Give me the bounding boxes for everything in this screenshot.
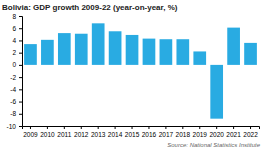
bar [210,65,223,119]
x-tick-label: 2014 [108,131,123,138]
x-tick-label: 2019 [193,131,208,138]
y-axis: -10 -8 -6 -4 -2 0 2 4 6 8 [7,13,23,130]
y-tick-label: -10 [7,123,17,130]
plot: -10 -8 -6 -4 -2 0 2 4 6 8 200920102011201220132014… [7,13,260,138]
y-tick: -4 [10,86,22,93]
y-tick-mark [19,89,22,90]
x-tick-label: 2012 [74,131,89,138]
y-tick: 2 [12,49,22,56]
x-tick: 2015 [125,126,140,138]
x-tick-mark [199,126,200,129]
chart: -10 -8 -6 -4 -2 0 2 4 6 8 200920102011201220132014… [0,0,263,150]
bar [92,23,105,65]
y-tick-mark [19,102,22,103]
bar [143,39,156,65]
bar [227,28,240,65]
annotation: Source: National Statistics Institute [167,142,260,148]
y-tick-label: -2 [10,74,16,81]
x-tick: 2014 [108,126,123,138]
x-tick-mark [81,126,82,129]
x-tick-label: 2016 [142,131,157,138]
x-tick-label: 2017 [159,131,174,138]
x-tick: 2011 [57,126,71,138]
y-tick-mark [19,28,22,29]
x-tick-mark [30,126,31,129]
x-tick: 2019 [193,126,208,138]
y-tick: 0 [12,61,22,68]
y-tick-mark [19,53,22,54]
x-tick-mark [182,126,183,129]
x-tick-label: 2018 [176,131,191,138]
bar [193,51,206,64]
y-tick: 8 [12,13,22,20]
x-tick: 2022 [243,126,258,138]
bar [58,33,71,65]
y-tick: 6 [12,25,22,32]
y-tick-label: 6 [12,25,16,32]
bar [75,34,88,65]
y-tick-label: -6 [10,98,16,105]
bar [126,35,139,65]
title: Bolivia: GDP growth 2009-22 (year-on-yea… [2,3,178,12]
x-tick-mark [148,126,149,129]
y-tick-mark [19,77,22,78]
x-tick: 2016 [142,126,157,138]
y-tick-label: -4 [10,86,16,93]
y-tick-mark [19,40,22,41]
y-tick-label: 8 [12,13,16,20]
y-tick: -8 [10,110,22,117]
x-tick-mark [250,126,251,129]
x-tick-label: 2020 [209,131,224,138]
x-tick-label: 2011 [57,131,71,138]
y-tick: -6 [10,98,22,105]
y-tick-mark [19,114,22,115]
y-tick-label: 2 [12,49,16,56]
y-tick-label: 4 [12,37,16,44]
x-axis-line [23,127,260,130]
y-tick: 4 [12,37,22,44]
x-tick-mark [233,126,234,129]
x-tick-mark [132,126,133,129]
x-tick-mark [64,126,65,129]
x-tick-mark [47,126,48,129]
y-tick-label: 0 [12,61,16,68]
x-tick: 2010 [40,126,55,138]
x-tick-mark [216,126,217,129]
x-tick-label: 2022 [243,131,258,138]
x-tick-label: 2010 [40,131,55,138]
x-tick-mark [98,126,99,129]
y-axis-line [19,17,23,127]
x-tick-label: 2013 [91,131,106,138]
bar [176,39,189,65]
x-tick: 2021 [226,126,241,138]
x-tick: 2012 [74,126,89,138]
y-tick-label: -8 [10,110,16,117]
y-tick: -2 [10,74,22,81]
x-tick-mark [165,126,166,129]
x-tick-label: 2021 [226,131,241,138]
bar [24,44,37,65]
bars [24,23,257,118]
y-tick: -10 [7,123,22,130]
x-tick: 2017 [159,126,174,138]
bar [160,39,173,65]
x-axis: 2009201020112012201320142015201620172018… [23,126,260,138]
x-tick: 2020 [209,126,224,138]
y-tick-mark [19,16,22,17]
x-tick: 2009 [23,126,38,138]
x-tick: 2013 [91,126,106,138]
bar [244,43,257,65]
x-tick: 2018 [176,126,191,138]
y-tick-mark [19,126,22,127]
x-tick-label: 2015 [125,131,140,138]
x-tick-mark [115,126,116,129]
y-tick-mark [19,65,22,66]
x-tick-label: 2009 [23,131,38,138]
bar [109,31,122,65]
bar [41,40,54,65]
